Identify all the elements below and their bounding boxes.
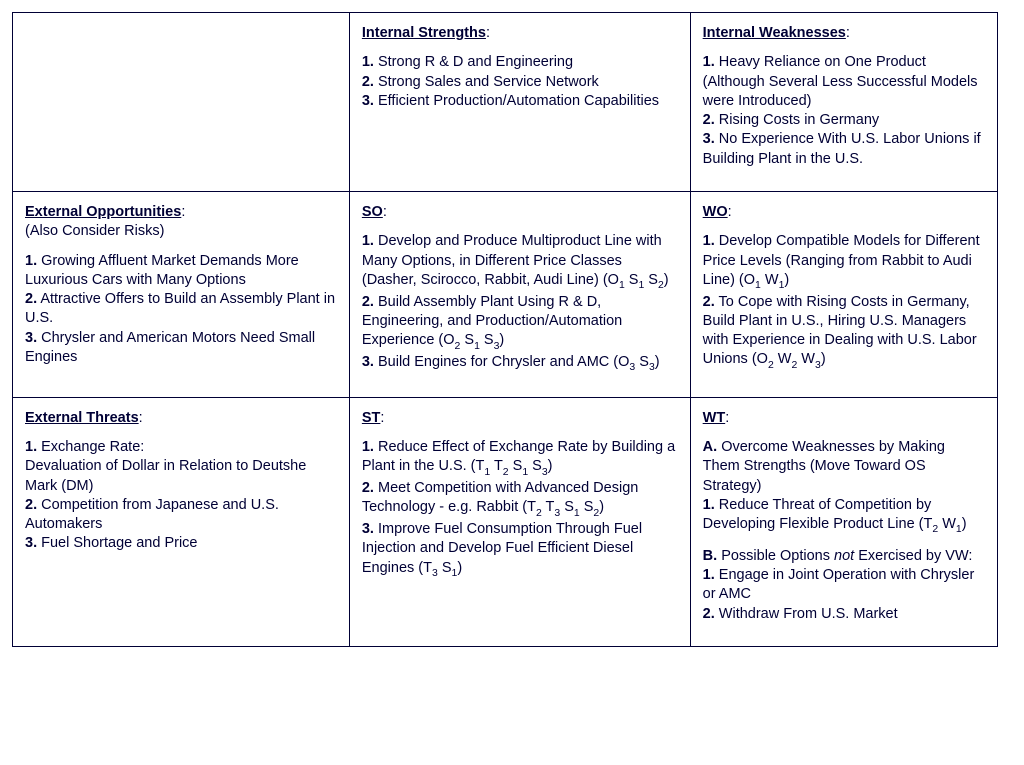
weaknesses-item: Rising Costs in Germany (719, 112, 879, 128)
wo-item: Develop Compatible Models for Different … (703, 233, 980, 288)
opportunities-item: Attractive Offers to Build an Assembly P… (25, 291, 335, 326)
cell-strengths: Internal Strengths: 1. Strong R & D and … (349, 13, 690, 192)
opportunities-header: External Opportunities (25, 204, 181, 220)
so-item: Develop and Produce Multiproduct Line wi… (362, 233, 669, 288)
wo-header: WO (703, 204, 728, 220)
wt-section-b-label: B. (703, 548, 718, 564)
so-item: Build Assembly Plant Using R & D, Engine… (362, 294, 622, 349)
wt-section-a-label: A. (703, 439, 718, 455)
st-item: Improve Fuel Consumption Through Fuel In… (362, 521, 642, 576)
threats-item: Fuel Shortage and Price (41, 535, 197, 551)
threats-header: External Threats (25, 410, 139, 426)
wt-header: WT (703, 410, 726, 426)
opportunities-sub: (Also Consider Risks) (25, 223, 164, 239)
strengths-header: Internal Strengths (362, 25, 486, 41)
weaknesses-item: No Experience With U.S. Labor Unions if … (703, 131, 981, 166)
threats-item: Competition from Japanese and U.S. Autom… (25, 497, 279, 532)
cell-weaknesses: Internal Weaknesses: 1. Heavy Reliance o… (690, 13, 997, 192)
opportunities-item: Chrysler and American Motors Need Small … (25, 330, 315, 365)
weaknesses-item: Heavy Reliance on One Product (Although … (703, 54, 978, 109)
cell-wt: WT: A. Overcome Weaknesses by Making The… (690, 397, 997, 646)
strengths-item: Strong R & D and Engineering (378, 54, 573, 70)
cell-so: SO: 1. Develop and Produce Multiproduct … (349, 191, 690, 397)
opportunities-item: Growing Affluent Market Demands More Lux… (25, 253, 299, 288)
st-header: ST (362, 410, 381, 426)
strengths-item: Efficient Production/Automation Capabili… (378, 93, 659, 109)
cell-st: ST: 1. Reduce Effect of Exchange Rate by… (349, 397, 690, 646)
so-header: SO (362, 204, 383, 220)
st-item: Meet Competition with Advanced Design Te… (362, 480, 638, 515)
cell-opportunities: External Opportunities: (Also Consider R… (13, 191, 350, 397)
threats-item: Exchange Rate:Devaluation of Dollar in R… (25, 439, 306, 494)
cell-wo: WO: 1. Develop Compatible Models for Dif… (690, 191, 997, 397)
wt-section-b-text: Possible Options not Exercised by VW: (721, 548, 972, 564)
st-item: Reduce Effect of Exchange Rate by Buildi… (362, 439, 675, 474)
tows-matrix-table: Internal Strengths: 1. Strong R & D and … (12, 12, 998, 647)
strengths-item: Strong Sales and Service Network (378, 74, 599, 90)
wt-section-a-text: Overcome Weaknesses by Making Them Stren… (703, 439, 945, 494)
so-item: Build Engines for Chrysler and AMC (O3 S… (378, 354, 660, 370)
wt-b-item: Engage in Joint Operation with Chrysler … (703, 567, 975, 602)
wt-b-item: Withdraw From U.S. Market (719, 606, 898, 622)
cell-blank (13, 13, 350, 192)
cell-threats: External Threats: 1. Exchange Rate:Deval… (13, 397, 350, 646)
wo-item: To Cope with Rising Costs in Germany, Bu… (703, 294, 977, 368)
weaknesses-header: Internal Weaknesses (703, 25, 846, 41)
wt-a-item: Reduce Threat of Competition by Developi… (703, 497, 967, 532)
